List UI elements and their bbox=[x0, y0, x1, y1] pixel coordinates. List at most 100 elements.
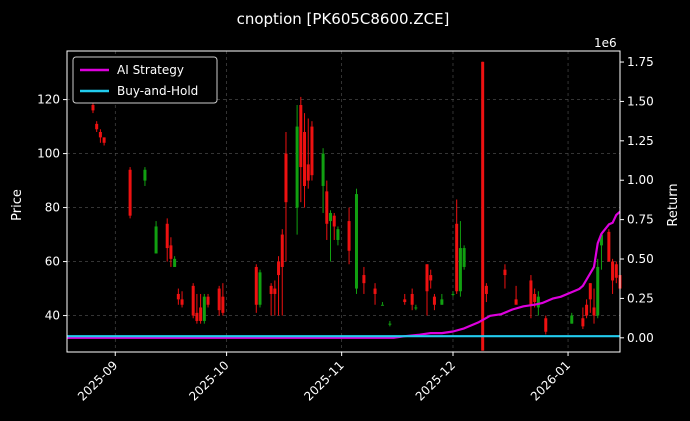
candle-body bbox=[347, 221, 351, 251]
candle-body bbox=[154, 226, 158, 254]
candle-body bbox=[599, 234, 603, 246]
candle-body bbox=[607, 231, 611, 262]
x-tick-label: 2025-12 bbox=[413, 358, 458, 403]
candle-body bbox=[514, 299, 518, 305]
candle-body bbox=[410, 293, 414, 305]
legend-label: AI Strategy bbox=[117, 63, 184, 77]
y-axis-label: Price bbox=[10, 189, 25, 221]
y2-axis-label: Return bbox=[666, 183, 681, 226]
chart-title: cnoption [PK605C8600.ZCE] bbox=[237, 10, 450, 28]
candle-body bbox=[462, 248, 466, 267]
x-tick-label: 2025-10 bbox=[186, 358, 231, 403]
candle-body bbox=[440, 299, 444, 305]
plot-area: 40 60 80 100 120 0.00 0.25 0.50 0.75 1.00 1.25 1.50… bbox=[37, 50, 654, 404]
y2-tick-label: 0.50 bbox=[627, 252, 654, 266]
candle-body bbox=[306, 164, 310, 181]
candle-body bbox=[202, 296, 206, 321]
x-tick-label: 2026-01 bbox=[528, 358, 573, 403]
candle-body bbox=[388, 323, 392, 325]
candle-body bbox=[614, 264, 618, 278]
x-tick-label: 2025-09 bbox=[75, 358, 120, 403]
y2-tick-label: 1.00 bbox=[627, 173, 654, 187]
candle-body bbox=[310, 126, 314, 176]
candle-body bbox=[217, 288, 221, 311]
candle-body bbox=[173, 258, 177, 267]
candle-body bbox=[529, 280, 533, 305]
legend-label: Buy-and-Hold bbox=[117, 84, 198, 98]
candle-body bbox=[592, 307, 596, 316]
candle-body bbox=[458, 248, 462, 292]
candle-body bbox=[429, 275, 433, 281]
candle-body bbox=[169, 245, 173, 259]
candle-body bbox=[544, 318, 548, 332]
candle-body bbox=[354, 194, 358, 289]
candle-body bbox=[299, 104, 303, 168]
candle-body bbox=[536, 296, 540, 308]
candle-body bbox=[380, 304, 384, 306]
candle-body bbox=[98, 131, 102, 138]
candle-body bbox=[199, 307, 203, 321]
candle-body bbox=[321, 153, 325, 186]
candle-body bbox=[585, 304, 589, 316]
candle-body bbox=[336, 229, 340, 240]
candle-body bbox=[258, 272, 262, 305]
y2-tick-label: 1.75 bbox=[627, 55, 654, 69]
candle-body bbox=[273, 288, 277, 294]
candle-body bbox=[432, 296, 436, 305]
candle-body bbox=[269, 285, 273, 294]
candle-body bbox=[303, 131, 307, 186]
candle-body bbox=[596, 266, 600, 316]
candle-body bbox=[425, 264, 429, 292]
candle-body bbox=[403, 299, 407, 303]
candle-body bbox=[588, 283, 592, 300]
candle-body bbox=[206, 296, 210, 305]
candle-body bbox=[362, 275, 366, 284]
candle-body bbox=[503, 269, 507, 276]
y2-offset-text: 1e6 bbox=[594, 36, 617, 50]
candle-body bbox=[254, 266, 258, 305]
candle-body bbox=[95, 123, 99, 130]
candle-body bbox=[484, 285, 488, 294]
y2-tick-label: 1.50 bbox=[627, 94, 654, 108]
candle-body bbox=[284, 153, 288, 203]
y2-tick-label: 1.25 bbox=[627, 134, 654, 148]
candle-body bbox=[373, 288, 377, 294]
candle-body bbox=[332, 215, 336, 227]
y-tick-label: 40 bbox=[45, 309, 60, 323]
candle-body bbox=[102, 137, 106, 143]
candle-body bbox=[611, 261, 615, 281]
candle-body bbox=[414, 307, 418, 309]
candle-body bbox=[91, 104, 95, 111]
plot-frame bbox=[66, 50, 621, 353]
y-tick-label: 60 bbox=[45, 255, 60, 269]
candle-body bbox=[455, 223, 459, 292]
y2-tick-label: 0.00 bbox=[627, 331, 654, 345]
candle-body bbox=[295, 126, 299, 208]
candle-body bbox=[143, 169, 147, 181]
y-tick-label: 100 bbox=[37, 147, 60, 161]
x-tick-label: 2025-11 bbox=[301, 358, 346, 403]
candle-body bbox=[329, 212, 333, 222]
candle-body bbox=[176, 293, 180, 300]
candle-body bbox=[481, 61, 485, 351]
y2-tick-label: 0.75 bbox=[627, 213, 654, 227]
candle-body bbox=[165, 223, 169, 249]
candle-body bbox=[581, 318, 585, 327]
y-tick-label: 120 bbox=[37, 93, 60, 107]
y2-tick-label: 0.25 bbox=[627, 291, 654, 305]
candle-body bbox=[128, 169, 132, 216]
candle-body bbox=[325, 191, 329, 224]
ai-strategy-line bbox=[67, 210, 621, 339]
candle-body bbox=[570, 315, 574, 324]
candle-body bbox=[180, 299, 184, 305]
candle-body bbox=[221, 296, 225, 313]
candle-body bbox=[195, 312, 199, 321]
candle-body bbox=[191, 285, 195, 316]
candle-body bbox=[451, 293, 455, 295]
candle-body bbox=[280, 234, 284, 267]
legend: AI Strategy Buy-and-Hold bbox=[72, 56, 218, 104]
y-tick-label: 80 bbox=[45, 201, 60, 215]
candle-body bbox=[277, 261, 281, 276]
candle-body bbox=[533, 293, 537, 303]
